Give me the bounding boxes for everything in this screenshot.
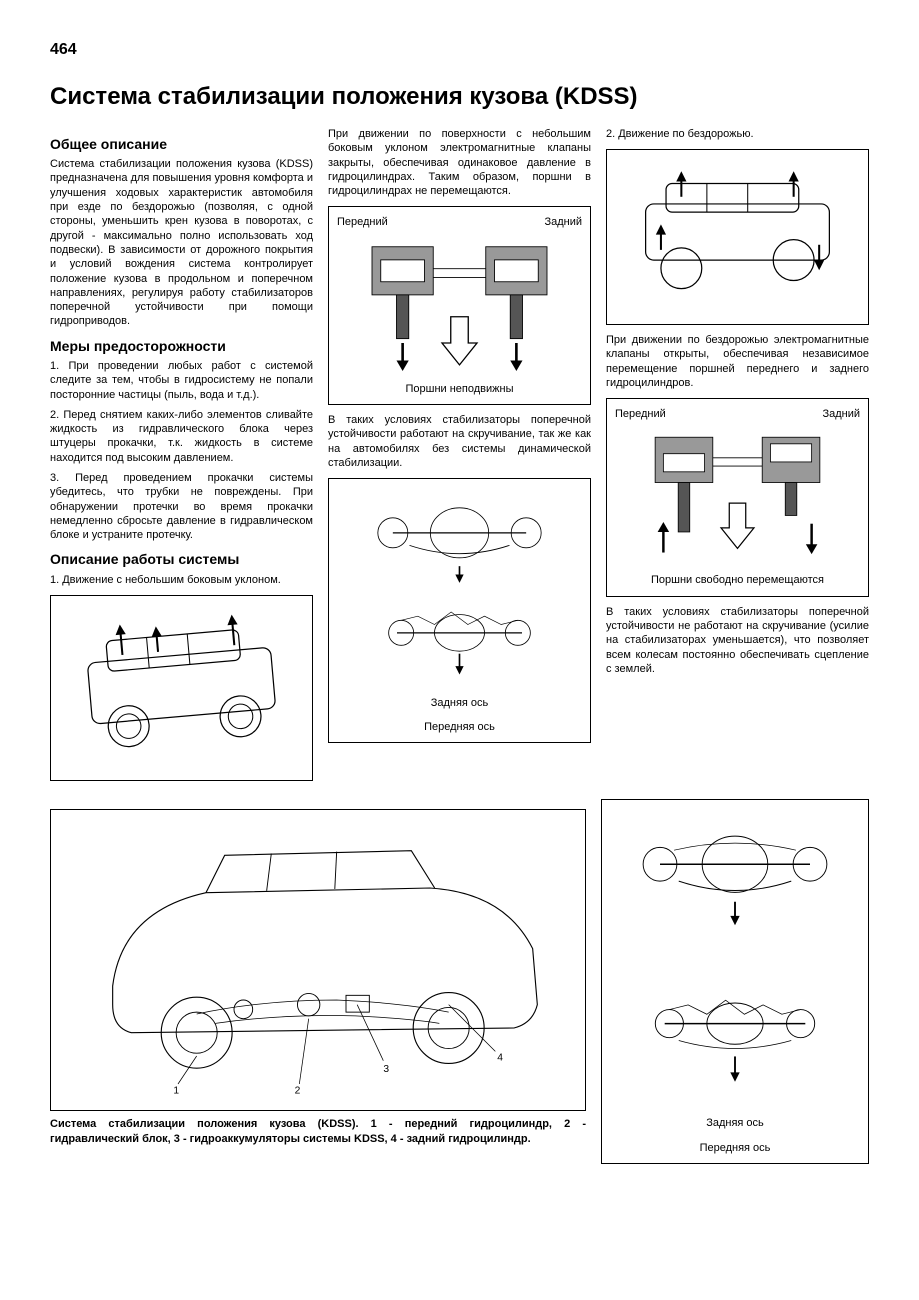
main-title: Система стабилизации положения кузова (K… bbox=[50, 81, 869, 112]
para-precaution-2: 2. Перед снятием каких-либо элементов сл… bbox=[50, 408, 313, 465]
figure-axles-2: Задняя ось Передняя ось bbox=[601, 799, 869, 1164]
col2-para2: В таких условиях стабилизаторы поперечно… bbox=[328, 413, 591, 470]
piston-moving-icon bbox=[615, 429, 860, 569]
figure-kdss-overview: 1 2 3 4 bbox=[50, 809, 586, 1112]
svg-text:2: 2 bbox=[295, 1085, 301, 1096]
column-2: При движении по поверхности с небольшим … bbox=[328, 127, 591, 789]
heading-operation: Описание работы системы bbox=[50, 550, 313, 568]
label-front-axle-2: Передняя ось bbox=[610, 1141, 860, 1155]
col3-para3: В таких условиях стабилизаторы поперечно… bbox=[606, 605, 869, 676]
figure-car-offroad bbox=[606, 149, 869, 325]
para-precaution-1: 1. При проведении любых работ с системой… bbox=[50, 359, 313, 402]
figure-pistons-static: Передний Задний Поршн bbox=[328, 206, 591, 405]
col2-para1: При движении по поверхности с небольшим … bbox=[328, 127, 591, 198]
label-rear-axle-1: Задняя ось bbox=[337, 696, 582, 710]
col3-para2: При движении по бездорожью электромагнит… bbox=[606, 333, 869, 390]
car-offroad-icon bbox=[615, 158, 860, 311]
label-pistons-moving: Поршни свободно перемещаются bbox=[615, 573, 860, 587]
piston-static-icon bbox=[337, 238, 582, 378]
axle-diagram-2-icon bbox=[610, 808, 860, 1108]
para-general: Система стабилизации положения кузова (K… bbox=[50, 157, 313, 329]
figure-pistons-moving: Передний Задний Поршн bbox=[606, 398, 869, 597]
column-1: Общее описание Система стабилизации поло… bbox=[50, 127, 313, 789]
kdss-overview-icon: 1 2 3 4 bbox=[59, 818, 577, 1098]
column-3: 2. Движение по бездорожью. bbox=[606, 127, 869, 789]
wide-figure-container: 1 2 3 4 Система стабилизации положения к… bbox=[50, 799, 586, 1164]
heading-general: Общее описание bbox=[50, 135, 313, 153]
label-rear-2: Задний bbox=[822, 407, 860, 421]
label-rear: Задний bbox=[544, 215, 582, 229]
car-tilt-icon bbox=[59, 604, 304, 767]
svg-text:3: 3 bbox=[383, 1064, 389, 1075]
svg-text:4: 4 bbox=[497, 1053, 503, 1064]
figure-car-tilt bbox=[50, 595, 313, 781]
heading-precautions: Меры предосторожности bbox=[50, 337, 313, 355]
label-front-2: Передний bbox=[615, 407, 666, 421]
bottom-caption: Система стабилизации положения кузова (K… bbox=[50, 1117, 586, 1146]
figure-axles-1: Задняя ось Передняя ось bbox=[328, 478, 591, 743]
label-front: Передний bbox=[337, 215, 388, 229]
bottom-section: 1 2 3 4 Система стабилизации положения к… bbox=[50, 799, 869, 1164]
label-front-axle-1: Передняя ось bbox=[337, 720, 582, 734]
axle-diagram-icon bbox=[337, 487, 582, 687]
svg-text:1: 1 bbox=[173, 1085, 179, 1096]
three-column-layout: Общее описание Система стабилизации поло… bbox=[50, 127, 869, 789]
label-rear-axle-2: Задняя ось bbox=[610, 1116, 860, 1130]
page-number: 464 bbox=[50, 40, 869, 61]
col3-para1: 2. Движение по бездорожью. bbox=[606, 127, 869, 141]
para-precaution-3: 3. Перед проведением прокачки системы уб… bbox=[50, 471, 313, 542]
label-pistons-static: Поршни неподвижны bbox=[337, 382, 582, 396]
para-operation-1: 1. Движение с небольшим боковым уклоном. bbox=[50, 573, 313, 587]
